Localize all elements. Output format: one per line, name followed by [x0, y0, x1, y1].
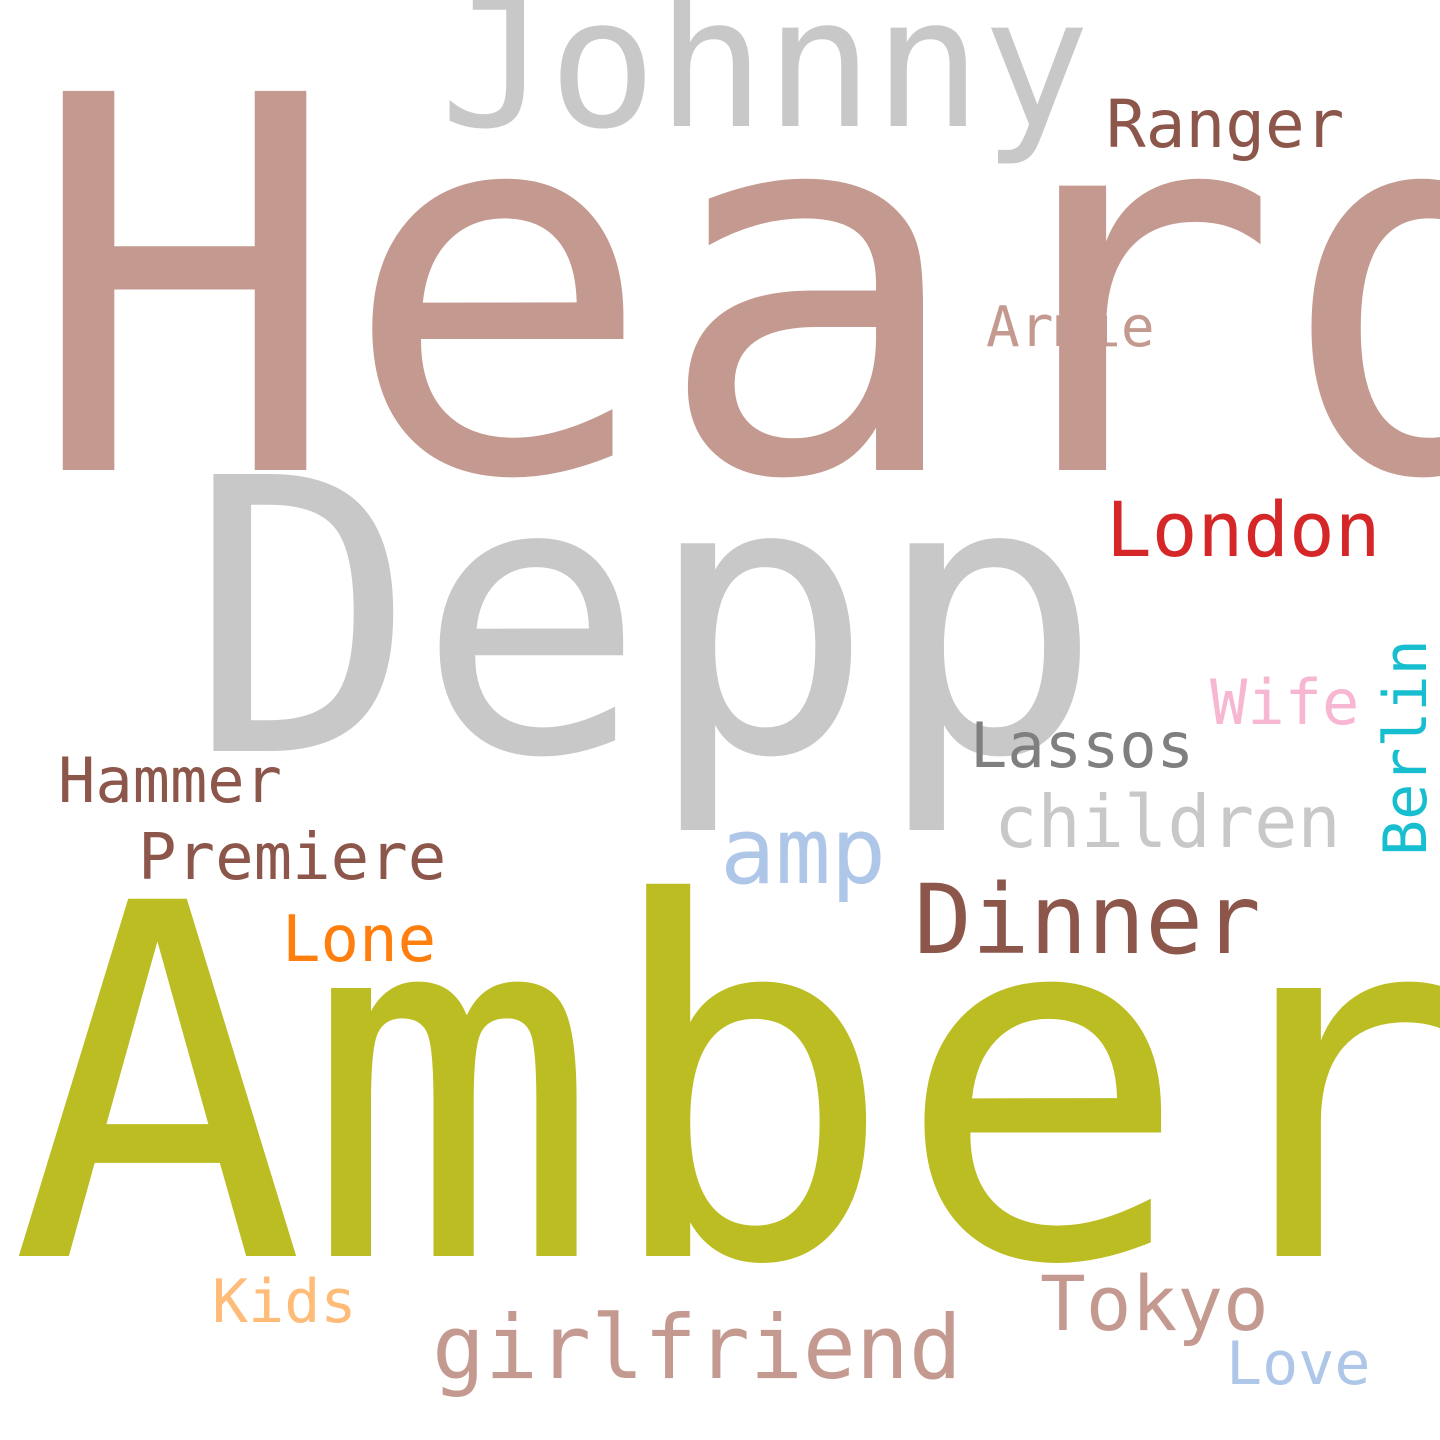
word-wife: Wife	[1210, 666, 1360, 739]
word-children: children	[994, 780, 1341, 864]
word-lassos: Lassos	[970, 709, 1194, 782]
word-depp: Depp	[188, 398, 1104, 841]
word-love: Love	[1226, 1329, 1371, 1399]
word-dinner: Dinner	[914, 864, 1261, 976]
word-armie: Armie	[986, 295, 1155, 360]
word-tokyo: Tokyo	[1040, 1259, 1269, 1348]
word-ranger: Ranger	[1106, 86, 1345, 163]
word-heard: Heard	[28, 0, 1440, 593]
word-johnny: Johnny	[440, 0, 1091, 169]
word-lone: Lone	[282, 903, 437, 977]
word-girlfriend: girlfriend	[432, 1296, 962, 1399]
word-kids: Kids	[212, 1267, 357, 1337]
word-premiere: Premiere	[138, 821, 447, 895]
word-hammer: Hammer	[58, 744, 282, 817]
word-amber: Amber	[10, 801, 1440, 1372]
word-london: London	[1106, 485, 1381, 574]
word-amp: amp	[720, 798, 887, 905]
